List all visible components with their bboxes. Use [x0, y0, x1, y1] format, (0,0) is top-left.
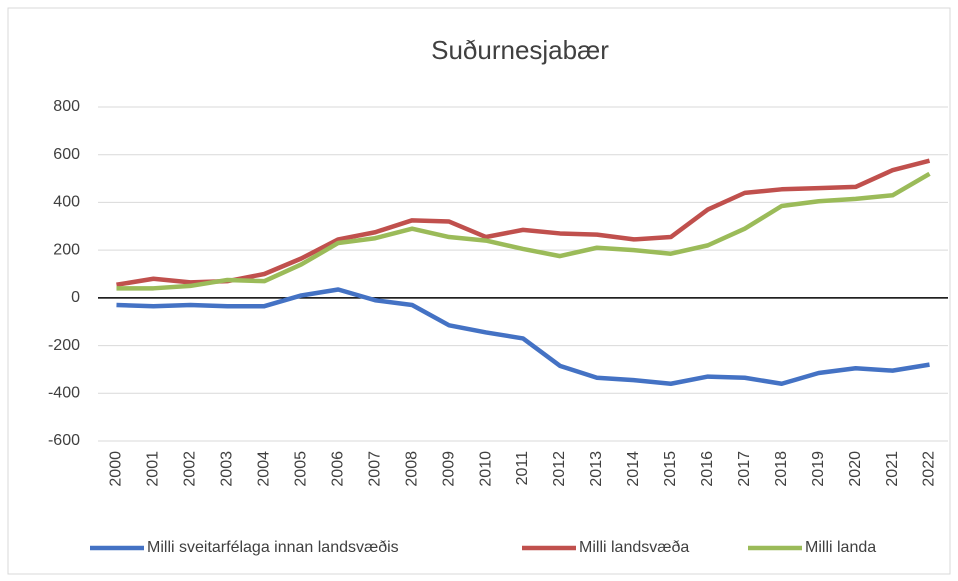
x-tick-label: 2000 — [108, 451, 125, 487]
y-tick-label: 400 — [53, 194, 80, 211]
x-tick-label: 2020 — [847, 451, 864, 487]
x-tick-label: 2018 — [773, 451, 790, 487]
y-tick-label: -200 — [48, 337, 80, 354]
x-tick-label: 2015 — [662, 451, 679, 487]
x-tick-label: 2003 — [219, 451, 236, 487]
x-tick-label: 2014 — [625, 451, 642, 487]
x-tick-label: 2017 — [736, 451, 753, 487]
x-tick-label: 2022 — [921, 451, 938, 487]
x-tick-label: 2016 — [699, 451, 716, 487]
chart-title: Suðurnesjabær — [431, 35, 609, 65]
x-tick-label: 2006 — [329, 451, 346, 487]
x-tick-label: 2005 — [292, 451, 309, 487]
x-tick-label: 2008 — [403, 451, 420, 487]
x-tick-label: 2013 — [588, 451, 605, 487]
chart-frame — [7, 7, 951, 575]
x-tick-label: 2001 — [145, 451, 162, 487]
y-tick-label: -600 — [48, 432, 80, 449]
legend-label: Milli landsvæða — [579, 539, 689, 556]
x-tick-label: 2007 — [366, 451, 383, 487]
y-tick-label: -400 — [48, 385, 80, 402]
x-tick-label: 2021 — [884, 451, 901, 487]
x-tick-label: 2019 — [810, 451, 827, 487]
x-tick-label: 2009 — [440, 451, 457, 487]
x-tick-label: 2002 — [182, 451, 199, 487]
x-tick-label: 2010 — [477, 451, 494, 487]
legend-label: Milli landa — [805, 539, 876, 556]
x-tick-label: 2011 — [514, 451, 531, 486]
y-tick-label: 800 — [53, 98, 80, 115]
series-line — [116, 158, 931, 287]
y-tick-label: 0 — [71, 289, 80, 306]
legend-label: Milli sveitarfélaga innan landsvæðis — [147, 539, 399, 556]
y-tick-label: 200 — [53, 241, 80, 258]
x-tick-label: 2012 — [551, 451, 568, 487]
series-line — [116, 287, 930, 386]
series-line — [116, 171, 931, 291]
x-tick-label: 2004 — [256, 451, 273, 487]
y-tick-label: 600 — [53, 146, 80, 163]
